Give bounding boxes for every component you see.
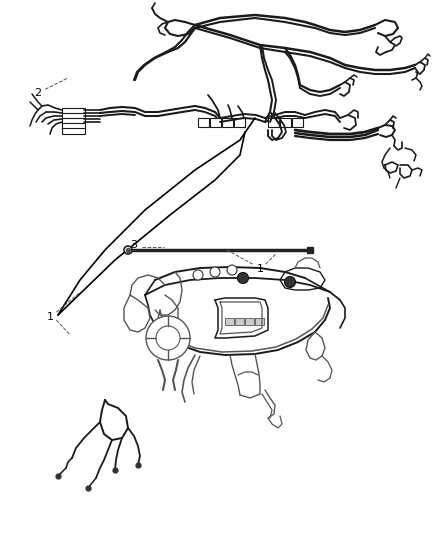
FancyBboxPatch shape [279, 117, 290, 126]
Circle shape [124, 246, 132, 254]
Circle shape [156, 326, 180, 350]
Text: 3: 3 [130, 240, 137, 250]
FancyBboxPatch shape [222, 117, 233, 126]
Circle shape [227, 265, 237, 275]
FancyBboxPatch shape [254, 318, 264, 325]
Text: 2: 2 [34, 88, 41, 98]
Text: 1: 1 [257, 264, 264, 274]
FancyBboxPatch shape [61, 108, 85, 114]
Circle shape [237, 272, 248, 284]
FancyBboxPatch shape [61, 127, 85, 134]
FancyBboxPatch shape [209, 117, 220, 126]
FancyBboxPatch shape [292, 117, 303, 126]
FancyBboxPatch shape [61, 112, 85, 119]
FancyBboxPatch shape [244, 318, 254, 325]
FancyBboxPatch shape [268, 117, 279, 126]
FancyBboxPatch shape [225, 318, 233, 325]
Circle shape [146, 316, 190, 360]
FancyBboxPatch shape [61, 117, 85, 124]
Circle shape [285, 277, 296, 287]
FancyBboxPatch shape [233, 117, 244, 126]
FancyBboxPatch shape [198, 117, 208, 126]
Text: 1: 1 [47, 312, 54, 322]
Circle shape [193, 270, 203, 280]
FancyBboxPatch shape [61, 123, 85, 129]
FancyBboxPatch shape [234, 318, 244, 325]
Circle shape [210, 267, 220, 277]
